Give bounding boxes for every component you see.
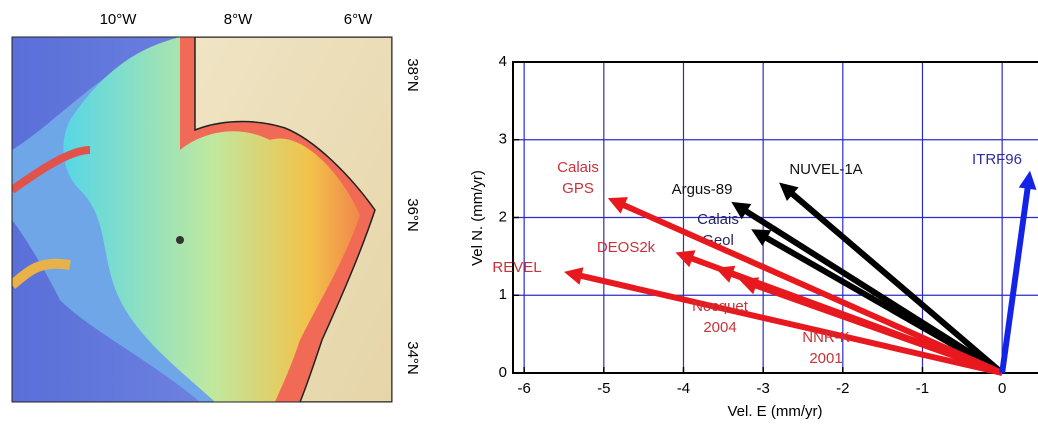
arrow-label: Argus-89 (672, 181, 733, 198)
x-tick-label: -5 (597, 380, 610, 397)
x-tick-label: -2 (836, 380, 849, 397)
arrow-label: DEOS2k (597, 239, 656, 256)
x-tick-label: -6 (517, 380, 530, 397)
y-tick-label: 0 (499, 364, 507, 381)
map-y-label: 38°N (404, 58, 421, 92)
map-x-label: 6°W (344, 11, 373, 28)
map-x-label: 8°W (224, 11, 253, 28)
x-tick-label: -1 (916, 380, 929, 397)
map (12, 37, 392, 402)
figure: 10°W 8°W 6°W 38°N 36°N 34°N Vel. E (mm/y… (0, 0, 1038, 425)
y-tick-label: 1 (499, 286, 507, 303)
x-tick-label: -3 (756, 380, 769, 397)
y-tick-label: 4 (499, 53, 507, 70)
map-y-label: 36°N (404, 198, 421, 232)
map-site (176, 236, 184, 244)
y-tick-label: 2 (499, 208, 507, 225)
y-tick-label: 3 (499, 131, 507, 148)
arrow-label: NUVEL-1A (789, 161, 862, 178)
x-tick-label: 0 (998, 380, 1006, 397)
arrow-label: ITRF96 (972, 151, 1022, 168)
map-y-label: 34°N (404, 341, 421, 375)
velocity-arrow (564, 267, 1003, 376)
arrow-label: REVEL (492, 259, 541, 276)
velocity-arrow (999, 171, 1036, 374)
x-axis-label: Vel. E (mm/yr) (727, 403, 822, 420)
y-axis-label: Vel N. (mm/yr) (469, 170, 486, 266)
x-tick-label: -4 (677, 380, 690, 397)
map-x-label: 10°W (100, 11, 138, 28)
